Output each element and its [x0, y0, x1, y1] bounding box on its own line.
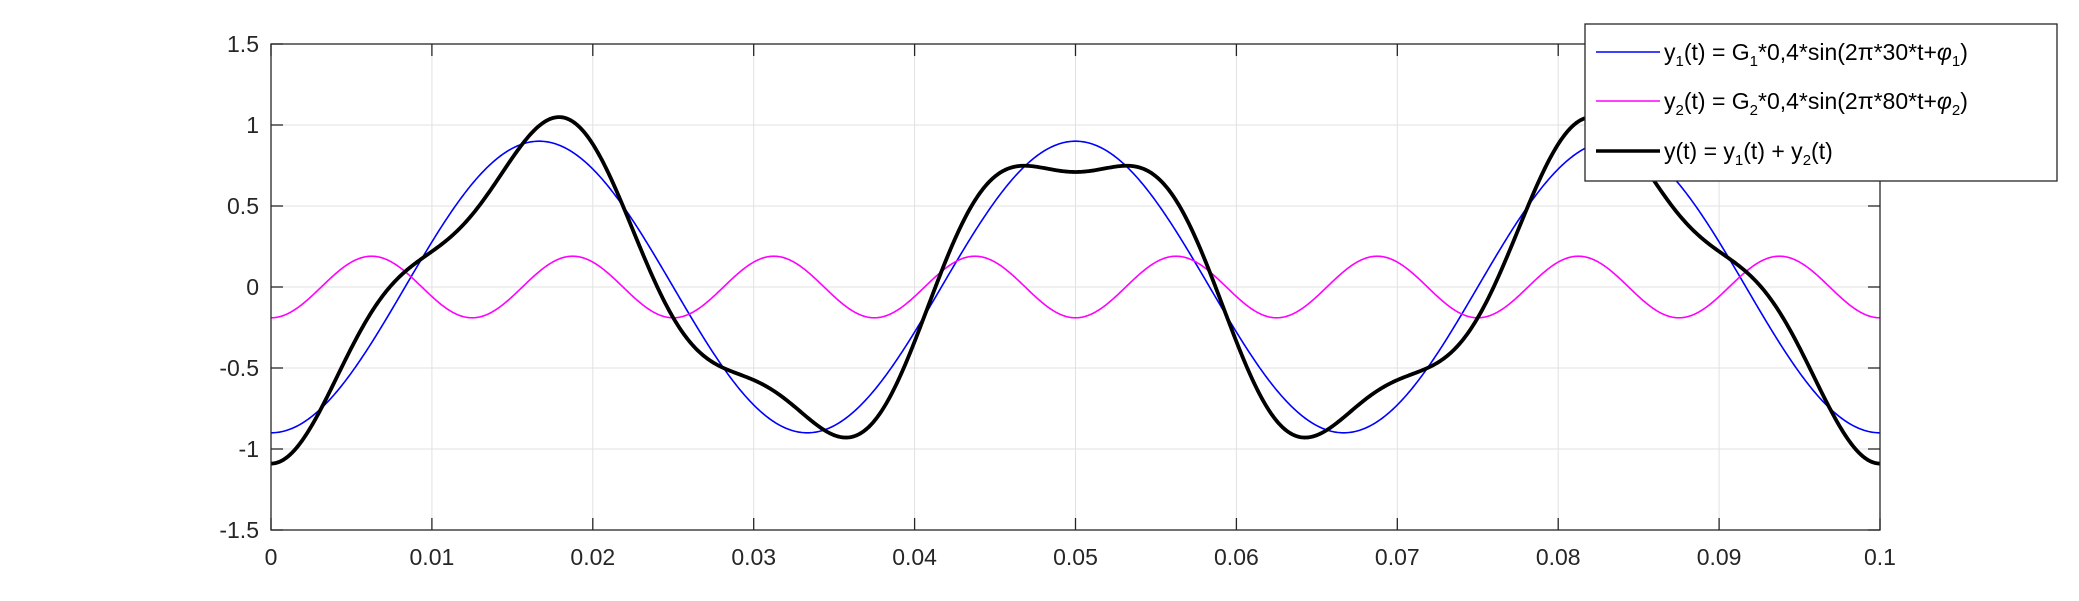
x-tick-label: 0 [265, 544, 278, 570]
series-y2-line [270, 255, 1881, 319]
x-tick-label: 0.02 [570, 544, 615, 570]
x-tick-label: 0.08 [1536, 544, 1581, 570]
legend: y1(t) = G1*0,4*sin(2π*30*t+φ1) y2(t) = G… [1584, 23, 2058, 182]
x-tick-label: 0.04 [892, 544, 937, 570]
x-tick-label: 0.03 [731, 544, 776, 570]
y-tick-label: 1.5 [227, 31, 259, 57]
legend-label-y1: y1(t) = G1*0,4*sin(2π*30*t+φ1) [1664, 39, 1968, 70]
x-tick-label: 0.1 [1864, 544, 1896, 570]
legend-box [1584, 23, 2058, 182]
y-tick-label: 0 [246, 274, 259, 300]
x-tick-label: 0.09 [1697, 544, 1742, 570]
y-tick-label: 1 [246, 112, 259, 138]
legend-label-y2: y2(t) = G2*0,4*sin(2π*80*t+φ2) [1664, 88, 1968, 119]
y-tick-label: -1 [239, 436, 259, 462]
x-tick-label: 0.07 [1375, 544, 1420, 570]
x-tick-label: 0.06 [1214, 544, 1259, 570]
ticks: 0 0.01 0.02 0.03 0.04 0.05 0.06 0.07 0.08 0.09 0.1… [219, 31, 1896, 570]
y-tick-label: -0.5 [219, 355, 259, 381]
y-tick-label: 0.5 [227, 193, 259, 219]
x-tick-label: 0.01 [410, 544, 455, 570]
y-tick-label: -1.5 [219, 517, 259, 543]
x-tick-label: 0.05 [1053, 544, 1098, 570]
